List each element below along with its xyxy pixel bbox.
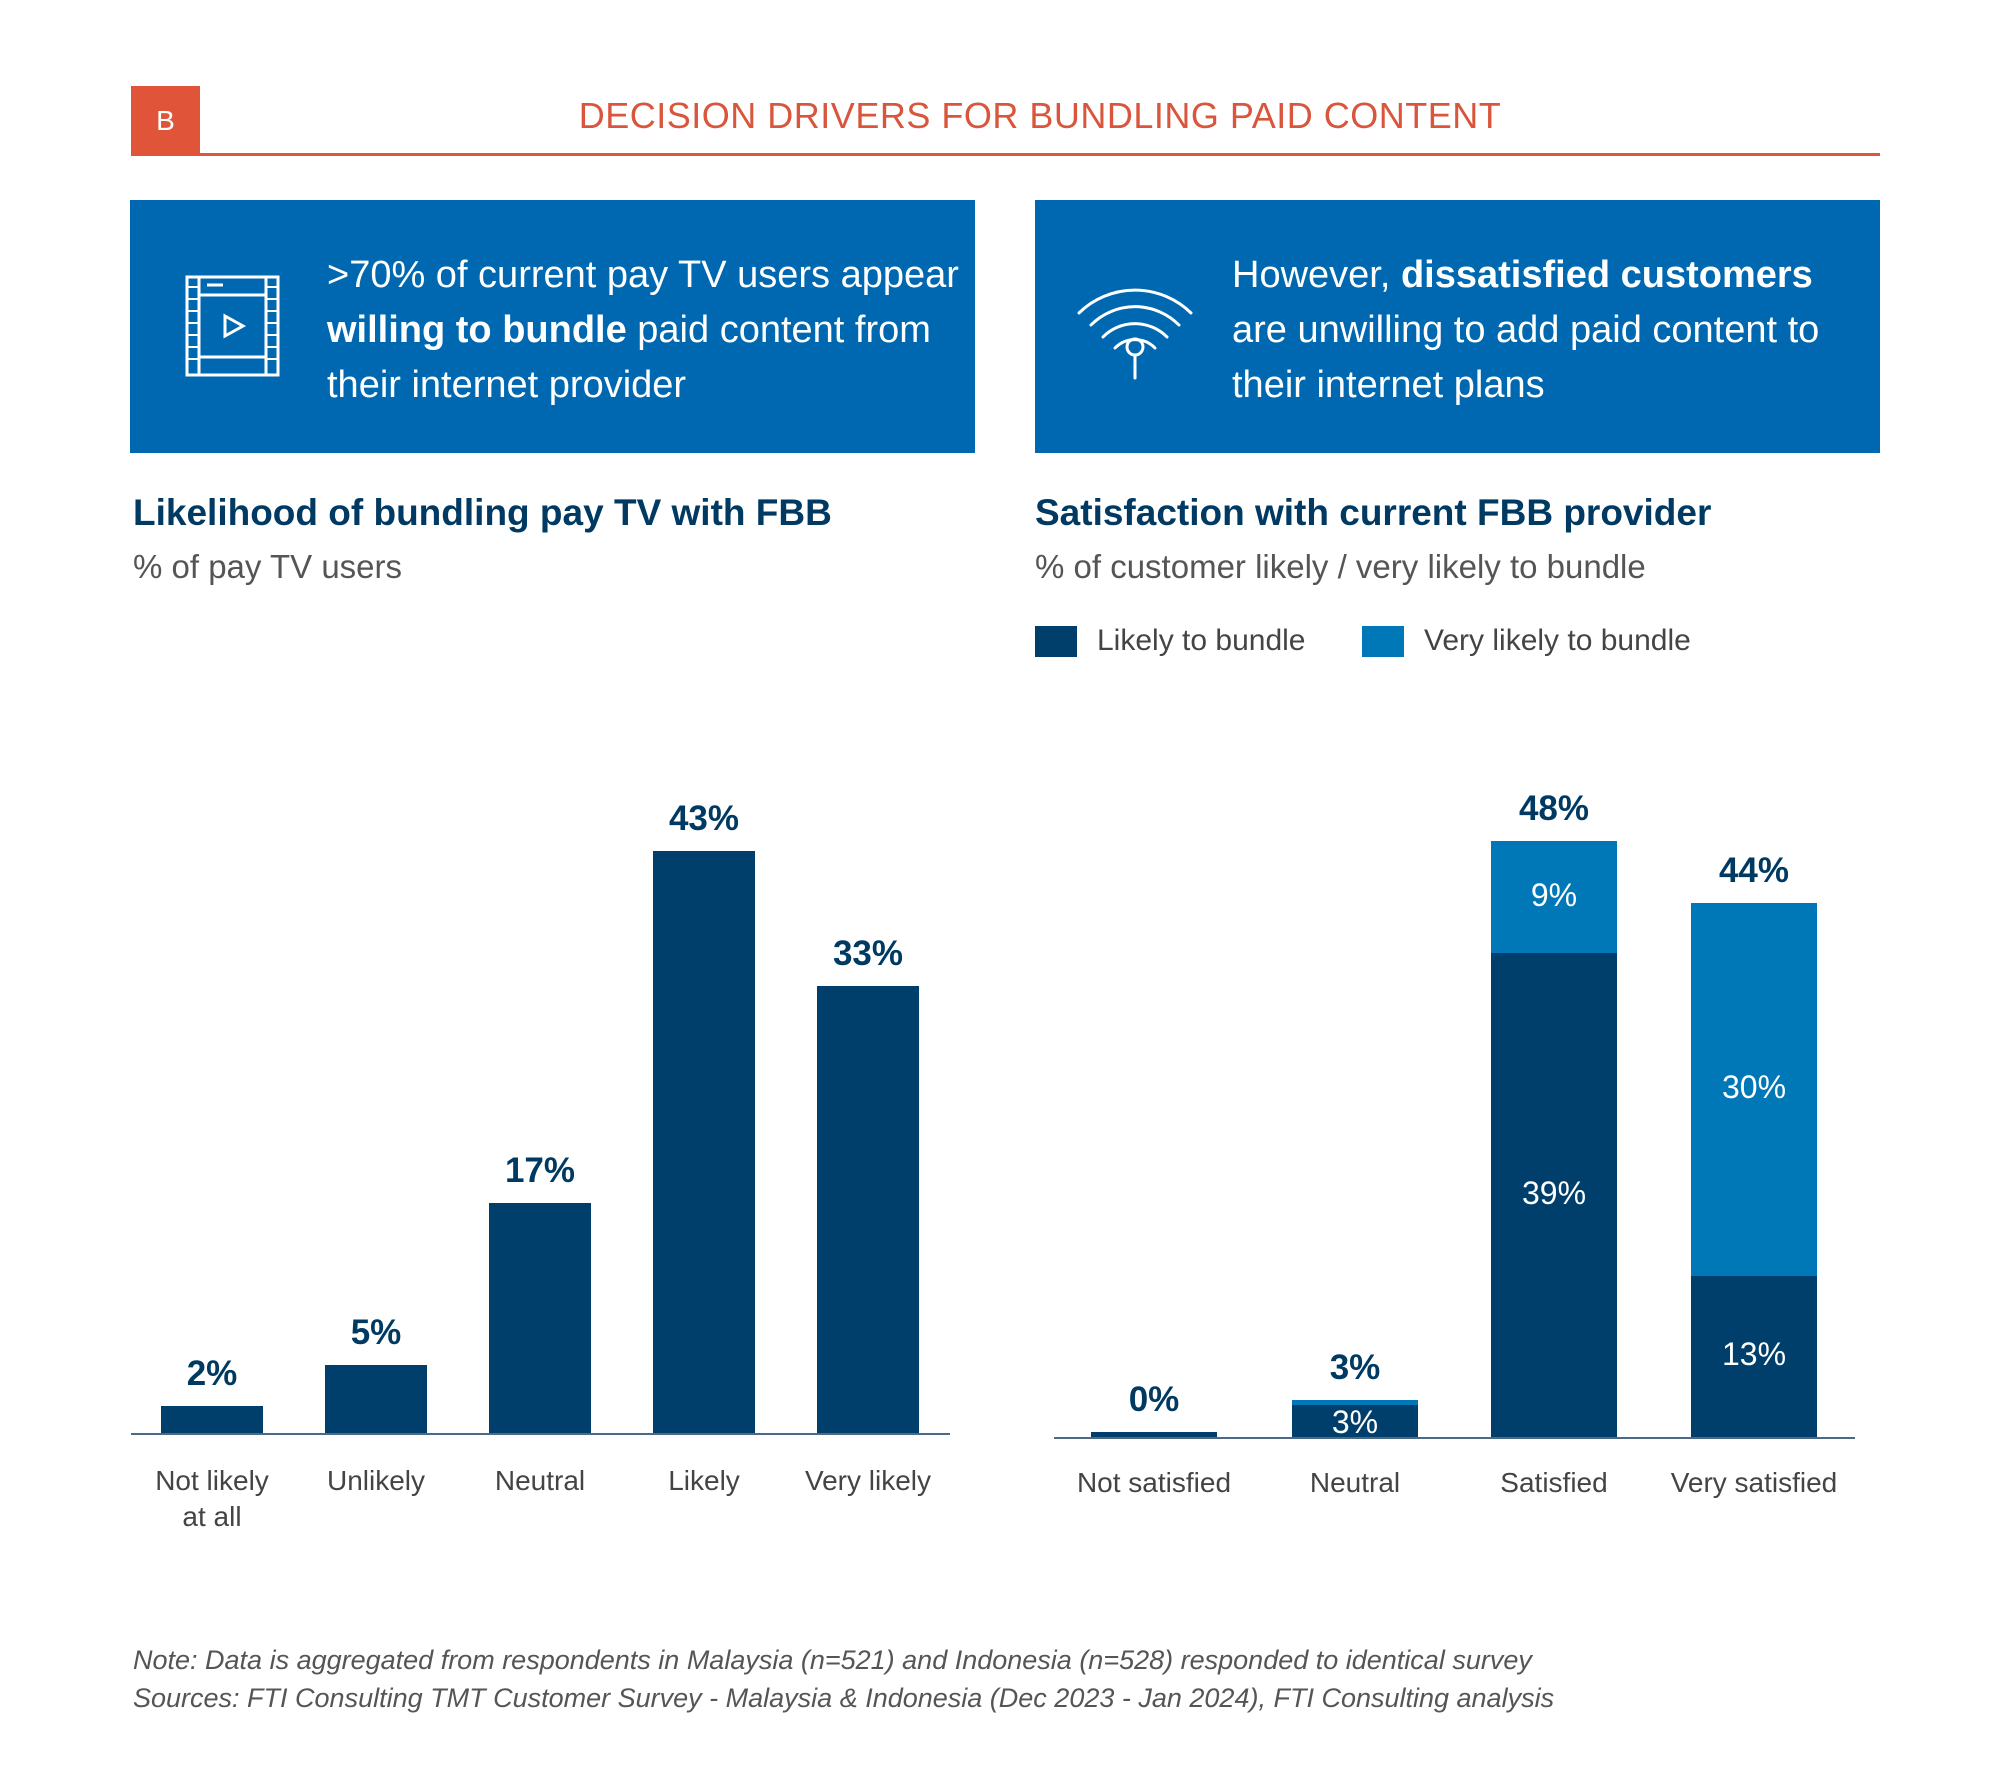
category-label: Neutral — [494, 1465, 586, 1496]
legend-very-likely: Very likely to bundle — [1362, 624, 1691, 658]
total-label: 0% — [1128, 1380, 1180, 1419]
legend-swatch-dark — [1035, 625, 1077, 657]
segment-label: 30% — [1721, 1069, 1787, 1106]
title-rule — [131, 153, 1880, 156]
total-label: 48% — [1518, 788, 1590, 828]
axis-line-right — [1054, 1437, 1855, 1439]
category-label: Neutral — [1309, 1467, 1401, 1498]
chart-title-right: Satisfaction with current FBB provider — [1035, 492, 1712, 533]
wifi-signal-icon — [1077, 288, 1193, 380]
total-label: 3% — [1329, 1347, 1381, 1387]
bar-segment — [1691, 1275, 1817, 1437]
legend-likely: Likely to bundle — [1035, 624, 1305, 658]
category-label: Likely — [668, 1465, 740, 1496]
callout-text-right: However, dissatisfied customers are unwi… — [1232, 254, 1820, 406]
bar-segment — [1491, 840, 1617, 953]
bar — [817, 986, 919, 1433]
bar-segment — [1292, 1399, 1418, 1405]
bar — [161, 1405, 263, 1433]
segment-label: 39% — [1521, 1174, 1587, 1211]
value-label: 17% — [504, 1150, 576, 1190]
bar — [325, 1365, 427, 1433]
bar-segment — [1691, 902, 1817, 1276]
segment-label: 9% — [1530, 876, 1578, 913]
total-label: 44% — [1718, 850, 1790, 890]
category-label: Satisfied — [1500, 1467, 1608, 1498]
page-title: DECISION DRIVERS FOR BUNDLING PAID CONTE… — [578, 95, 1502, 136]
category-label: Not likely at all — [155, 1465, 269, 1532]
bar — [489, 1202, 591, 1433]
legend-swatch-light — [1362, 625, 1404, 657]
value-label: 2% — [186, 1353, 238, 1393]
section-badge: B — [131, 86, 200, 155]
chart-subtitle-right: % of customer likely / very likely to bu… — [1035, 548, 1646, 585]
category-label: Very satisfied — [1670, 1467, 1838, 1498]
axis-line-left — [131, 1433, 950, 1435]
callout-text-left: >70% of current pay TV users appear will… — [327, 254, 959, 406]
bar-segment — [1091, 1432, 1217, 1437]
value-label: 33% — [832, 934, 904, 974]
segment-label: 13% — [1721, 1336, 1787, 1373]
category-label: Very likely — [804, 1465, 932, 1496]
segment-label: 3% — [1331, 1403, 1379, 1440]
category-label: Unlikely — [326, 1465, 426, 1496]
chart-subtitle-left: % of pay TV users — [133, 548, 403, 585]
source-text: Sources: FTI Consulting TMT Customer Sur… — [133, 1683, 1555, 1713]
value-label: 43% — [668, 798, 740, 838]
category-label: Not satisfied — [1076, 1467, 1232, 1498]
bar-segment — [1292, 1404, 1418, 1437]
callout-box-left: >70% of current pay TV users appear will… — [130, 200, 975, 453]
chart-title-left: Likelihood of bundling pay TV with FBB — [133, 492, 832, 533]
bar — [653, 850, 755, 1433]
callout-box-right: However, dissatisfied customers are unwi… — [1035, 200, 1880, 453]
bar-segment — [1491, 952, 1617, 1437]
value-label: 5% — [350, 1313, 402, 1353]
film-play-icon — [185, 275, 280, 377]
note-text: Note: Data is aggregated from respondent… — [133, 1645, 1532, 1675]
